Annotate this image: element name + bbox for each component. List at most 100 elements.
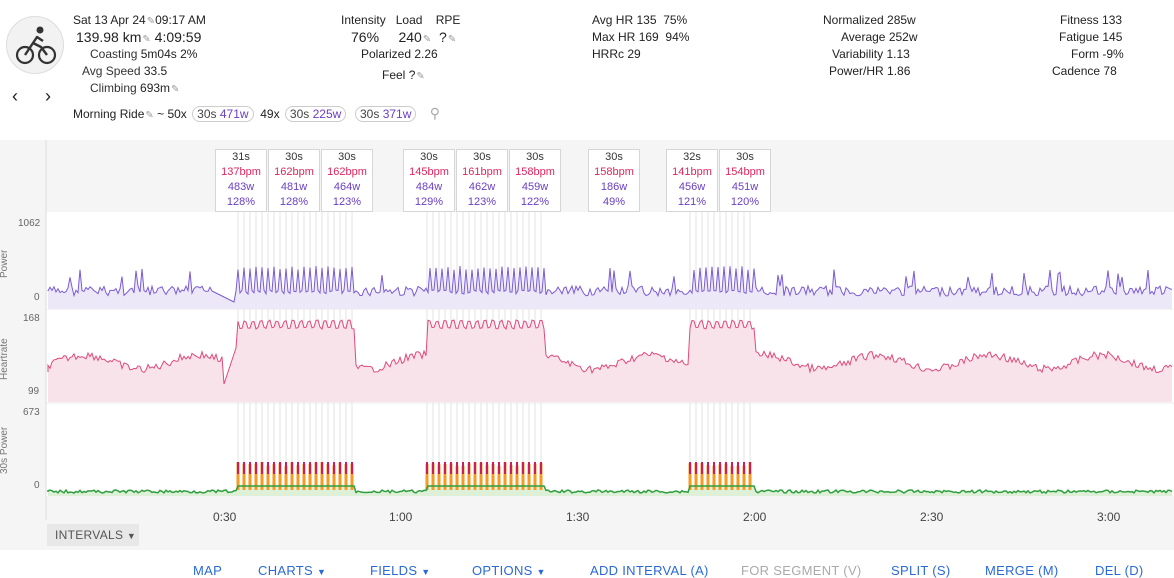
hr-axis-max: 168 (23, 313, 40, 324)
interval-summary-tag[interactable]: 30s 371w (354, 106, 417, 122)
activity-name-row: Morning Ride✎ ~ 50x 30s 471w 49x 30s 225… (73, 105, 440, 122)
interval-popup-w: 456w (678, 181, 706, 193)
interval-popup-dur: 30s (473, 151, 491, 163)
interval-popup-pct: 123% (332, 196, 362, 208)
activity-datetime[interactable]: Sat 13 Apr 24✎09:17 AM (73, 13, 206, 27)
interval-popup-hr: 145bpm (409, 166, 449, 178)
activity-name[interactable]: Morning Ride (73, 107, 145, 121)
interval-summary-tag[interactable]: 30s 225w (284, 106, 347, 122)
chevron-down-icon: ▼ (126, 531, 137, 541)
form-stat: Form -9% (1071, 47, 1124, 61)
interval-popup-w: 481w (280, 181, 308, 193)
delete-button[interactable]: DEL (D) (1095, 563, 1144, 578)
distance-value: 139.98 km (76, 29, 142, 45)
hrrc-stat: HRRc 29 (592, 47, 641, 61)
split-button[interactable]: SPLIT (S) (891, 563, 951, 578)
edit-pencil-icon[interactable]: ✎ (145, 110, 154, 121)
edit-pencil-icon[interactable]: ✎ (447, 34, 457, 45)
interval-popup-w: 462w (468, 181, 496, 193)
chevron-down-icon: ▼ (536, 567, 546, 577)
search-icon[interactable]: ⚲ (429, 105, 440, 121)
interval-popup-w: 186w (600, 181, 628, 193)
power-axis-max: 1062 (18, 218, 41, 229)
polarized-stat: Polarized 2.26 (361, 47, 438, 61)
interval-popup-hr: 141bpm (672, 166, 712, 178)
interval-popup-pct: 122% (520, 196, 550, 208)
variability-stat: Variability 1.13 (832, 47, 910, 61)
activity-header: ‹ › Sat 13 Apr 24✎09:17 AM 139.98 km✎ 4:… (0, 0, 1174, 140)
hr-area (48, 320, 1172, 402)
edit-pencil-icon[interactable]: ✎ (416, 71, 425, 82)
x-tick: 1:00 (389, 510, 413, 524)
interval-popup-pct: 128% (226, 196, 256, 208)
interval-popup[interactable]: 30s 161bpm 462w 123% (456, 149, 508, 212)
interval-popup[interactable]: 30s 158bpm 459w 122% (509, 149, 561, 212)
interval-popup-dur: 30s (338, 151, 356, 163)
interval-popup[interactable]: 30s 158bpm 186w 49% (588, 149, 640, 212)
edit-pencil-icon[interactable]: ✎ (142, 34, 151, 45)
power-line (47, 265, 1173, 303)
interval-popup-hr: 162bpm (327, 166, 367, 178)
bike-icon (15, 26, 57, 65)
add-interval-button[interactable]: ADD INTERVAL (A) (590, 563, 709, 578)
interval-popup-pct: 123% (467, 196, 497, 208)
load-headers: Intensity Load RPE (341, 13, 461, 27)
load-values: 76% 240✎ ?✎ (351, 29, 457, 45)
map-button[interactable]: MAP (193, 563, 223, 578)
intervals-dropdown[interactable]: INTERVALS ▼ (47, 524, 139, 546)
p30-line (47, 485, 1173, 494)
merge-button[interactable]: MERGE (M) (985, 563, 1059, 578)
power-axis-min: 0 (34, 292, 40, 303)
charts-menu-button[interactable]: CHARTS ▼ (258, 563, 327, 578)
edit-pencil-icon[interactable]: ✎ (171, 84, 180, 95)
fields-menu-button[interactable]: FIELDS ▼ (370, 563, 431, 578)
options-menu-button[interactable]: OPTIONS ▼ (472, 563, 546, 578)
average-power-stat: Average 252w (841, 30, 918, 44)
interval-popup-pct: 49% (602, 196, 626, 208)
interval-popup[interactable]: 30s 162bpm 481w 128% (268, 149, 320, 212)
activity-charts[interactable] (0, 140, 1174, 520)
distance-duration: 139.98 km✎ 4:09:59 (76, 29, 201, 45)
interval-popup-pct: 120% (730, 196, 760, 208)
avg-speed-stat: Avg Speed 33.5 (82, 64, 168, 78)
cadence-stat: Cadence 78 (1052, 64, 1117, 78)
interval-popup[interactable]: 30s 154bpm 451w 120% (719, 149, 771, 212)
interval-popup-w: 459w (521, 181, 549, 193)
interval-popup-hr: 158bpm (594, 166, 634, 178)
duration-value: 4:09:59 (154, 29, 202, 45)
prev-activity-button[interactable]: ‹ (12, 86, 18, 106)
interval-popup-dur: 31s (232, 151, 250, 163)
hr-axis-label: Heartrate (0, 338, 10, 380)
interval-popup-w: 451w (731, 181, 759, 193)
p30-panel (46, 404, 1174, 496)
x-tick: 2:00 (743, 510, 767, 524)
power-axis-label: Power (0, 249, 10, 278)
interval-popup-dur: 32s (683, 151, 701, 163)
bottom-toolbar: MAP CHARTS ▼ FIELDS ▼ OPTIONS ▼ ADD INTE… (0, 550, 1174, 578)
edit-pencil-icon[interactable]: ✎ (422, 34, 432, 45)
interval-popup-hr: 154bpm (725, 166, 765, 178)
feel-stat[interactable]: Feel ?✎ (382, 68, 425, 82)
interval-summary-tag[interactable]: 30s 471w (192, 106, 254, 122)
coasting-stat: Coasting 5m04s 2% (90, 47, 198, 61)
x-tick: 2:30 (920, 510, 944, 524)
interval-popup-dur: 30s (526, 151, 544, 163)
x-tick: 3:00 (1097, 510, 1121, 524)
chevron-down-icon: ▼ (316, 567, 327, 577)
next-activity-button[interactable]: › (45, 86, 51, 106)
interval-popup-pct: 121% (677, 196, 707, 208)
interval-popup[interactable]: 32s 141bpm 456w 121% (666, 149, 718, 212)
normalized-power-stat: Normalized 285w (823, 13, 916, 27)
edit-pencil-icon[interactable]: ✎ (146, 16, 156, 27)
interval-popup-w: 484w (415, 181, 443, 193)
interval-popup-w: 464w (333, 181, 361, 193)
avg-hr-stat: Avg HR 135 75% (592, 13, 688, 27)
interval-popup[interactable]: 30s 162bpm 464w 123% (321, 149, 373, 212)
max-hr-stat: Max HR 169 94% (592, 30, 690, 44)
interval-popup-dur: 30s (420, 151, 438, 163)
p30-axis-min: 0 (34, 480, 40, 491)
power-hr-stat: Power/HR 1.86 (829, 64, 911, 78)
interval-popup[interactable]: 31s 137bpm 483w 128% (215, 149, 267, 212)
interval-popup-w: 483w (227, 181, 255, 193)
interval-popup[interactable]: 30s 145bpm 484w 129% (403, 149, 455, 212)
